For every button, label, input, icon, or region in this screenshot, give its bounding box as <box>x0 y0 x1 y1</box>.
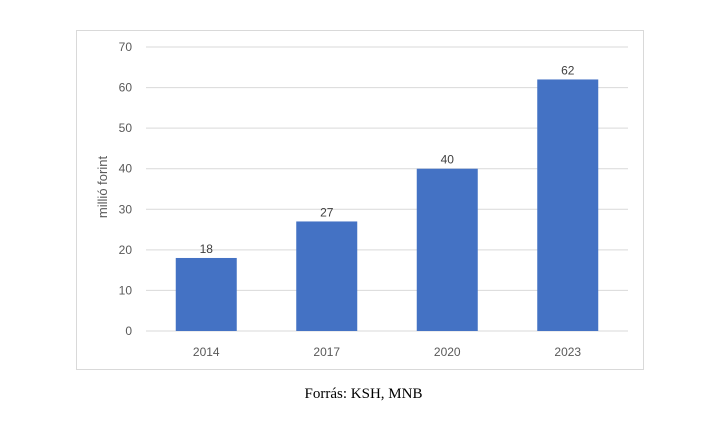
data-label-2020: 40 <box>441 153 455 167</box>
y-tick-label: 10 <box>119 283 133 297</box>
x-tick-label: 2014 <box>193 345 220 359</box>
y-tick-label: 0 <box>125 324 132 338</box>
bar-2020 <box>416 168 478 331</box>
y-tick-label: 50 <box>119 121 133 135</box>
x-tick-label: 2017 <box>313 345 340 359</box>
data-label-2023: 62 <box>561 63 575 77</box>
y-tick-label: 40 <box>119 162 133 176</box>
bar-2023 <box>537 79 599 331</box>
y-tick-label: 70 <box>119 40 133 54</box>
x-axis-ticks: 2014 2017 2020 2023 <box>193 345 582 359</box>
source-caption: Forrás: KSH, MNB <box>304 386 423 402</box>
y-tick-label: 60 <box>119 81 133 95</box>
y-tick-label: 20 <box>119 243 133 257</box>
x-tick-label: 2020 <box>434 345 461 359</box>
bar-2014 <box>175 257 237 331</box>
data-label-2017: 27 <box>320 205 334 219</box>
y-axis-label: millió forint <box>95 156 110 219</box>
bars <box>175 79 599 331</box>
y-axis-ticks: 0 10 20 30 40 50 60 70 <box>119 40 133 338</box>
x-tick-label: 2023 <box>554 345 581 359</box>
data-label-2014: 18 <box>200 242 214 256</box>
y-tick-label: 30 <box>119 202 133 216</box>
bar-2017 <box>296 221 358 331</box>
data-labels: 18 27 40 62 <box>200 63 575 256</box>
